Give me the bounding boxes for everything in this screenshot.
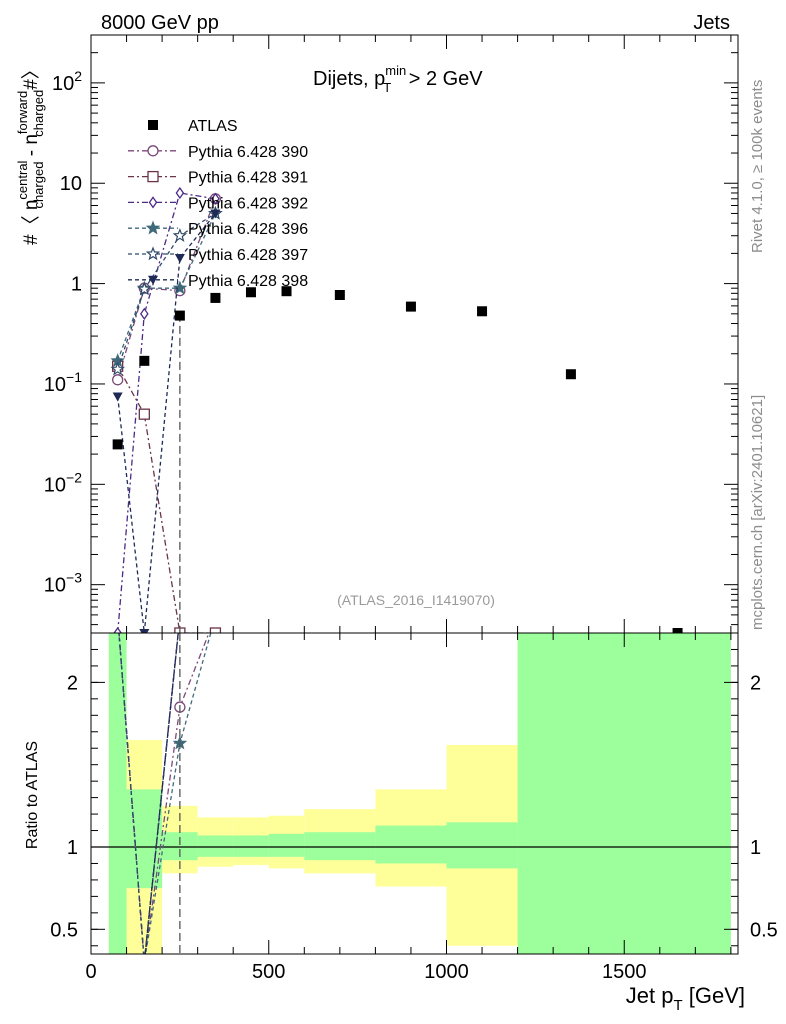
- x-axis-label: Jet pT [GeV]: [626, 983, 745, 1014]
- ratio-line-s390: [144, 633, 210, 954]
- uncertainty-band-stat: [197, 835, 234, 857]
- uncertainty-band-stat: [268, 833, 305, 857]
- y-tick-label: 10−3: [44, 570, 82, 597]
- atlas-point: [139, 355, 150, 366]
- legend-marker-s398: [148, 275, 158, 285]
- x-tick-label: 500: [252, 961, 285, 983]
- y-tick-label: 10: [60, 173, 82, 195]
- atlas-point: [174, 310, 185, 321]
- uncertainty-band-stat: [233, 835, 269, 857]
- header-right: Jets: [693, 12, 730, 34]
- legend-label-s396: Pythia 6.428 396: [188, 221, 308, 238]
- ratio-y-tick-label: 2: [67, 672, 78, 694]
- legend-label-s398: Pythia 6.428 398: [188, 273, 308, 290]
- uncertainty-band-stat: [517, 633, 731, 954]
- main-panel: 10−3 10−2 10−1 1 10 102 Dijets, pmin T > 2 GeV…: [15, 34, 739, 634]
- y-tick-label: 102: [52, 68, 82, 95]
- ratio-y-tick-label-right: 2: [750, 672, 761, 694]
- legend-label-s391: Pythia 6.428 391: [188, 170, 308, 187]
- ratio-y-tick-label-right: 0.5: [750, 919, 778, 941]
- mc-point-s391: [138, 408, 150, 420]
- mc-point-s392: [211, 192, 220, 205]
- legend-marker-s391: [147, 170, 159, 183]
- legend-label-s390: Pythia 6.428 390: [188, 144, 308, 161]
- mc-line-s390: [117, 198, 217, 380]
- ratio-plot-area: [91, 633, 738, 954]
- uncertainty-band-stat: [108, 633, 127, 954]
- mc-point-s392: [140, 307, 149, 320]
- atlas-point: [405, 301, 416, 312]
- mc-line-s396: [117, 213, 216, 362]
- legend-marker-data: [148, 120, 158, 130]
- atlas-point: [477, 306, 488, 317]
- y-tick-label: 10−2: [44, 469, 82, 496]
- main-plot-area: [110, 186, 683, 633]
- atlas-point: [245, 287, 256, 298]
- mc-line-s397: [117, 212, 216, 370]
- mc-point-s398: [210, 209, 221, 219]
- header-left: 8000 GeV pp: [101, 12, 219, 34]
- mc-point-s398: [112, 392, 123, 402]
- atlas-point: [672, 628, 683, 633]
- mcplots-label: mcplots.cern.ch [arXiv:2401.10621]: [749, 395, 766, 630]
- mc-point-s398: [174, 253, 185, 263]
- rivet-label: Rivet 4.1.0, ≥ 100k events: [749, 80, 766, 253]
- mc-point-s397: [110, 361, 125, 376]
- legend-label-s392: Pythia 6.428 392: [188, 195, 308, 212]
- ratio-y-tick-label: 0.5: [50, 919, 78, 941]
- main-axis-ticks: 10−3 10−2 10−1 1 10 102: [44, 34, 738, 633]
- y-tick-label: 1: [71, 274, 82, 296]
- legend-label-s397: Pythia 6.428 397: [188, 247, 308, 264]
- mc-point-s398: [139, 629, 150, 633]
- atlas-point: [565, 369, 576, 380]
- analysis-watermark: (ATLAS_2016_I1419070): [337, 592, 495, 608]
- mc-point-s391: [209, 627, 222, 633]
- ratio-line-s396: [118, 633, 212, 954]
- y-tick-label: 10−1: [44, 369, 82, 396]
- ratio-panel: 0.5 0.5 1 1 2 2 0 500 1000 1500 Ratio to ATLAS Je…: [24, 632, 778, 1014]
- ratio-y-tick-label-right: 1: [750, 837, 761, 859]
- legend-marker-s396: [145, 220, 161, 235]
- ratio-y-tick-label: 1: [67, 837, 78, 859]
- uncertainty-band-stat: [446, 822, 518, 869]
- mc-line-s392: [117, 192, 216, 633]
- atlas-point: [210, 292, 221, 303]
- atlas-point: [334, 289, 345, 300]
- ratio-line-s397: [118, 633, 179, 954]
- legend-marker-s390: [147, 145, 159, 157]
- mc-point-s392: [113, 626, 122, 633]
- ratio-y-label: Ratio to ATLAS: [24, 741, 41, 849]
- x-tick-label: 1500: [602, 961, 647, 983]
- ratio-frame: [90, 632, 739, 955]
- mc-line-s391: [117, 365, 216, 633]
- main-y-label: #〈 ncentralcharged - nforwardcharged#〉: [15, 60, 46, 245]
- plot-title: Dijets, pmin T > 2 GeV: [313, 63, 483, 95]
- x-tick-label: 0: [85, 961, 96, 983]
- ratio-axis-ticks: 0.5 0.5 1 1 2 2 0 500 1000 1500: [50, 633, 778, 983]
- atlas-point: [281, 286, 292, 297]
- uncertainty-band-stat: [304, 832, 376, 861]
- atlas-point: [112, 439, 123, 450]
- legend: ATLAS Pythia 6.428 390 Pythia 6.428 391 Pyt…: [128, 118, 308, 290]
- uncertainty-band-stat: [375, 825, 447, 864]
- legend-label-data: ATLAS: [188, 118, 238, 135]
- mc-point-s390: [112, 374, 124, 386]
- legend-marker-s397: [145, 246, 161, 261]
- mc-point-s392: [175, 186, 185, 200]
- x-tick-label: 1000: [424, 961, 469, 983]
- mc-point-s397: [137, 281, 152, 296]
- mc-point-s397: [172, 228, 188, 242]
- legend-marker-s392: [148, 196, 158, 209]
